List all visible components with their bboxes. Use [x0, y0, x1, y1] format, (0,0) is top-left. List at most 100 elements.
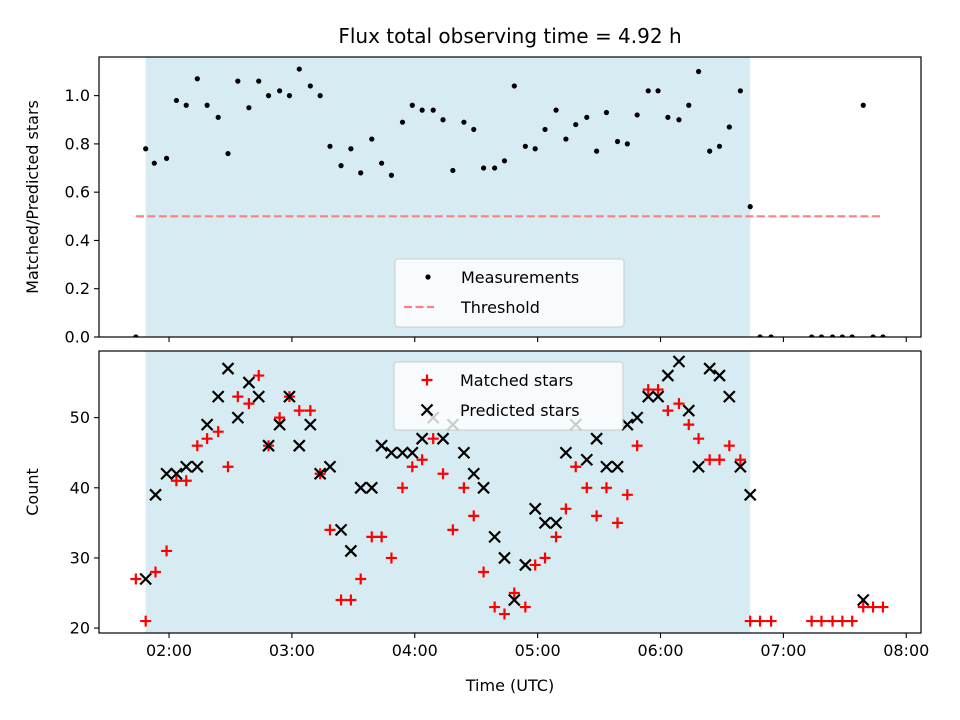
data-point: [243, 398, 255, 410]
data-point: [672, 355, 686, 368]
data-point: [467, 467, 481, 481]
data-point: [415, 432, 429, 445]
data-point: [836, 615, 848, 627]
ratio-y-axis-label: Matched/Predicted stars: [23, 100, 42, 294]
count-legend: Matched stars Predicted stars: [393, 361, 624, 431]
data-point: [348, 146, 354, 152]
ratio-axes-frame: [98, 56, 922, 338]
data-point: [682, 404, 696, 417]
data-point: [809, 334, 815, 337]
data-point: [713, 369, 726, 382]
y-tick-label: 0.8: [65, 134, 90, 153]
data-point: [723, 390, 736, 403]
data-point: [519, 558, 532, 572]
data-point: [856, 593, 870, 607]
data-point: [591, 510, 603, 522]
data-point: [508, 593, 521, 607]
data-point: [477, 481, 490, 495]
data-point: [532, 146, 538, 152]
data-point: [256, 78, 262, 84]
x-tick-label: 03:00: [269, 641, 315, 660]
data-point: [522, 143, 528, 149]
data-point: [744, 615, 756, 627]
data-point: [365, 481, 379, 495]
data-point: [204, 102, 210, 108]
data-point: [693, 433, 705, 445]
data-point: [519, 601, 531, 613]
legend-box: [394, 258, 625, 328]
data-point: [180, 475, 192, 487]
data-point: [253, 370, 265, 382]
y-tick-label: 50: [70, 408, 90, 427]
data-point: [436, 432, 450, 445]
data-point: [563, 136, 569, 142]
data-point: [406, 446, 419, 459]
data-point: [880, 334, 886, 337]
data-point: [713, 454, 725, 466]
data-point: [747, 204, 753, 210]
y-tick-label: 40: [70, 478, 90, 497]
data-point: [590, 432, 603, 445]
data-point: [396, 482, 408, 494]
data-point: [734, 454, 746, 466]
data-point: [307, 83, 313, 89]
data-point: [478, 566, 490, 578]
data-point: [560, 503, 572, 515]
data-point: [655, 88, 661, 94]
data-point: [676, 117, 682, 123]
data-point: [723, 440, 735, 452]
data-point: [194, 76, 200, 82]
data-point: [662, 405, 674, 417]
data-point: [366, 531, 378, 543]
data-point: [489, 601, 501, 613]
data-point: [600, 460, 613, 474]
data-point: [553, 107, 559, 113]
data-point: [614, 138, 621, 145]
y-tick-label: 0.0: [65, 328, 90, 347]
chart-title: Flux total observing time = 4.92 h: [338, 24, 681, 48]
x-tick-label: 02:00: [146, 641, 192, 660]
data-point: [716, 143, 723, 149]
data-point: [642, 384, 654, 396]
x-tick-label: 08:00: [883, 641, 929, 660]
data-point: [427, 433, 439, 445]
count-y-axis-label: Count: [23, 468, 42, 516]
data-point: [139, 572, 152, 586]
data-point: [334, 523, 348, 537]
data-point: [461, 119, 467, 125]
data-point: [149, 488, 162, 502]
data-point: [511, 83, 517, 89]
data-point: [440, 117, 446, 123]
data-point: [542, 126, 548, 133]
data-point: [430, 107, 436, 113]
data-point: [296, 66, 302, 72]
data-point: [559, 446, 573, 459]
data-point: [839, 334, 845, 337]
data-point: [293, 439, 306, 452]
series-predicted-stars: [139, 355, 870, 607]
data-point: [232, 391, 244, 403]
count-plot-area: [130, 355, 889, 627]
data-point: [399, 119, 406, 125]
y-tick-label: 0.6: [65, 183, 90, 202]
data-point: [437, 468, 449, 480]
data-point: [183, 102, 189, 108]
legend-label: Matched stars: [460, 371, 573, 390]
x-axis-label: Time (UTC): [465, 676, 554, 695]
data-point: [252, 390, 266, 403]
data-point: [641, 390, 655, 403]
data-point: [170, 467, 183, 481]
data-point: [501, 158, 508, 164]
data-point: [704, 454, 716, 466]
data-point: [612, 517, 624, 529]
data-point: [335, 594, 347, 606]
data-point: [692, 460, 705, 474]
ratio-panel: 0.0 0.2 0.4 0.6 0.8 1.0 Matched/Predicted star…: [23, 56, 922, 347]
data-point: [630, 411, 644, 424]
data-point: [317, 93, 323, 99]
data-point: [396, 446, 409, 459]
data-point: [416, 454, 428, 466]
data-point: [201, 433, 213, 445]
data-point: [621, 489, 633, 501]
